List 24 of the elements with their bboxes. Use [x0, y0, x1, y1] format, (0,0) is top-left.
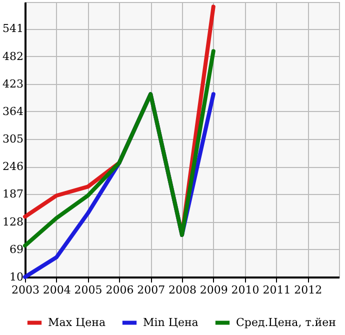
y-tick-label: 128 [2, 215, 24, 228]
x-tick-label: 2009 [200, 284, 228, 296]
legend-label: Сред.Цена, т.йен [236, 316, 336, 329]
y-tick-label: 364 [2, 104, 24, 118]
x-tick-label: 2012 [294, 284, 322, 296]
legend-label: Max Цена [48, 316, 106, 329]
y-tick-label: 305 [2, 132, 24, 146]
x-tick-label: 2005 [74, 284, 102, 296]
x-tick-label: 2010 [231, 284, 260, 296]
x-tick-label: 2003 [12, 284, 40, 296]
line-series [23, 49, 216, 248]
y-tick-label: 187 [2, 188, 24, 201]
y-tick-label: 246 [2, 160, 24, 174]
x-tick-label: 2008 [168, 284, 196, 296]
y-tick-label: 541 [2, 22, 24, 36]
x-tick-label: 2007 [137, 284, 166, 296]
x-tick-label: 2006 [106, 284, 134, 296]
y-tick-label: 482 [2, 50, 24, 63]
legend-label: Min Цена [143, 316, 199, 329]
y-tick-label: 10 [10, 270, 24, 284]
x-tick-label: 2011 [262, 284, 291, 296]
x-tick-label: 2004 [42, 284, 71, 296]
y-tick-label: 423 [2, 77, 24, 90]
y-tick-label: 69 [10, 242, 24, 256]
